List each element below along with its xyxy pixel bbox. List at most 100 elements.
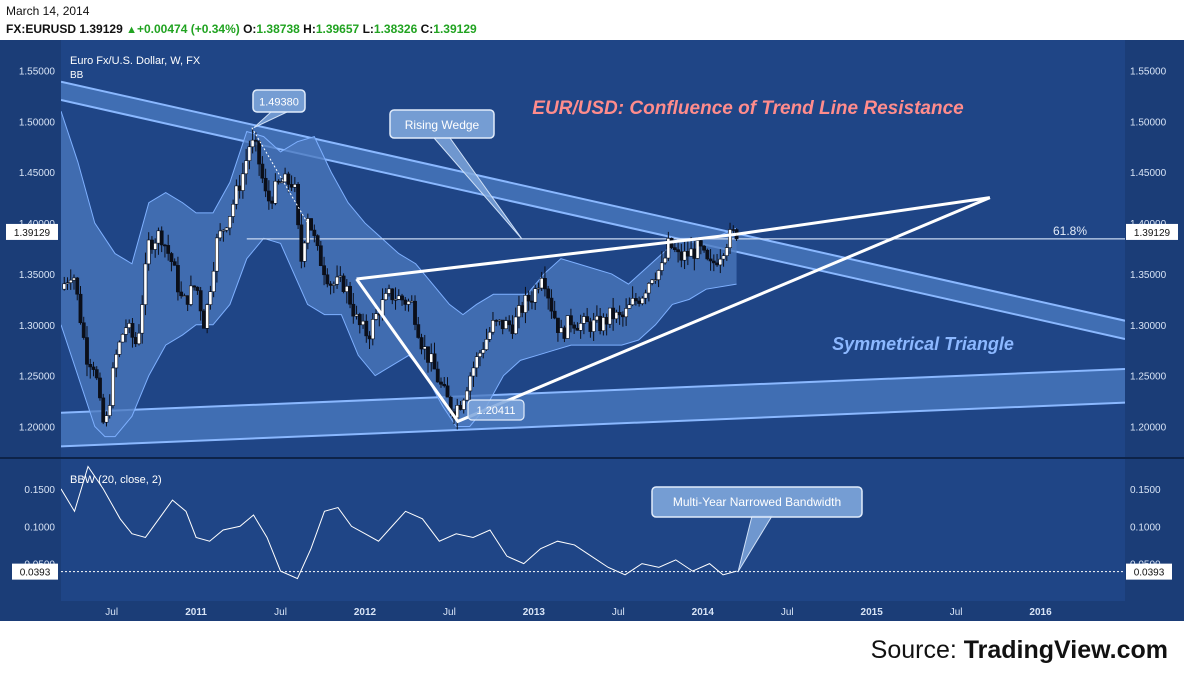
candle-down [257, 141, 262, 165]
trough-callout [467, 399, 525, 421]
right-price-axis [1125, 40, 1184, 601]
candle-down [556, 317, 560, 333]
left-price-tick: 1.35000 [19, 270, 56, 281]
candle-up [393, 299, 398, 301]
candle-up [474, 356, 479, 369]
candle-up [646, 283, 651, 294]
candle-up [292, 184, 297, 188]
candle-down [341, 275, 346, 292]
candle-down [150, 239, 154, 250]
candle-down [679, 251, 684, 261]
rising-wedge-callout: Rising Wedge [389, 109, 523, 240]
candle-down [312, 229, 317, 236]
candle-down [270, 200, 275, 204]
candle-up [374, 313, 378, 320]
candle-up [517, 305, 521, 318]
retracement-dotted-line [251, 127, 309, 224]
candle-up [396, 295, 401, 300]
candle-down [325, 274, 330, 285]
candle-up [214, 237, 219, 272]
wedge-upper-line [356, 232, 737, 281]
trough-callout-text: 1.20411 [477, 405, 516, 417]
candle-up [468, 375, 473, 392]
candle-up [240, 173, 245, 191]
candle-up [104, 415, 109, 423]
candle-up [484, 339, 489, 350]
bbw-right-badge-text: 0.0393 [1134, 568, 1165, 579]
right-price-tick: 1.20000 [1130, 422, 1167, 433]
candle-down [367, 335, 372, 340]
candle-down [163, 244, 167, 247]
candle-up [140, 304, 145, 334]
candle-up [111, 367, 115, 406]
candle-down [318, 245, 323, 266]
candle-down [75, 277, 80, 295]
candle-down [572, 324, 577, 329]
time-tick: Jul [781, 607, 794, 618]
candle-up [189, 285, 193, 305]
right-price-tick: 1.50000 [1130, 117, 1167, 128]
candle-up [409, 300, 414, 303]
candle-up [279, 181, 284, 184]
candle-down [676, 249, 680, 253]
time-tick: Jul [274, 607, 287, 618]
left-price-tick: 1.45000 [19, 168, 56, 179]
candle-up [656, 270, 661, 281]
bandwidth-callout-text: Multi-Year Narrowed Bandwidth [673, 495, 841, 509]
candle-up [455, 405, 460, 419]
candle-up [523, 295, 528, 313]
time-axis-background [0, 601, 1184, 621]
candle-up [65, 282, 70, 285]
candle-up [247, 146, 252, 161]
candle-down [445, 385, 450, 398]
candle-up [491, 320, 495, 333]
candle-down [85, 337, 89, 365]
candle-down [348, 285, 352, 305]
candle-up [659, 262, 664, 271]
candle-down [575, 327, 580, 331]
candle-down [715, 262, 719, 266]
candle-down [328, 283, 333, 286]
candle-up [208, 291, 213, 305]
indicator-pane[interactable]: 0.15000.15000.10000.10000.05000.05000.03… [12, 459, 1172, 601]
time-tick: 2015 [861, 607, 884, 618]
bbw-right-badge [1126, 563, 1172, 580]
candle-down [435, 368, 440, 383]
price-chart[interactable]: 61.8% 1.49380 1.20411 Rising Wedge Symmetric… [0, 40, 1184, 622]
candle-down [526, 295, 531, 302]
candle-down [637, 300, 642, 304]
candle-down [159, 230, 164, 246]
time-tick: 2013 [523, 607, 546, 618]
candle-down [101, 397, 106, 423]
low-label: L: [362, 22, 374, 36]
candle-up [331, 283, 336, 286]
candle-up [601, 317, 606, 332]
candle-down [510, 324, 515, 334]
wedge-outer-lines [355, 196, 991, 424]
time-tick: 2016 [1029, 607, 1052, 618]
candle-down [520, 305, 525, 313]
candle-down [562, 327, 567, 339]
candle-up [387, 288, 391, 294]
candle-up [718, 258, 723, 266]
left-price-tick: 1.20000 [19, 422, 56, 433]
candle-up [724, 247, 729, 256]
candle-up [234, 185, 239, 205]
symbol[interactable]: FX:EURUSD [6, 22, 77, 36]
time-axis[interactable]: Jul 2011 Jul 2012 Jul 2013 Jul 2014 Jul 2015 Jul 20… [0, 601, 1184, 621]
bbw-right-tick: 0.1500 [1130, 485, 1161, 496]
candle-down [413, 300, 417, 325]
candle-up [640, 297, 645, 304]
candle-up [478, 352, 482, 357]
left-price-tick: 1.50000 [19, 117, 56, 128]
candle-down [692, 248, 697, 259]
candle-up [533, 288, 538, 303]
peak-callout: 1.49380 [252, 89, 306, 129]
lower-trend-channel-fill [61, 369, 1125, 447]
main-pane[interactable]: 61.8% 1.49380 1.20411 Rising Wedge Symmetric… [0, 40, 1184, 601]
candle-down [172, 261, 177, 266]
candle-down [617, 311, 622, 316]
candle-down [198, 290, 203, 312]
candle-up [120, 334, 125, 343]
candle-up [624, 308, 629, 318]
